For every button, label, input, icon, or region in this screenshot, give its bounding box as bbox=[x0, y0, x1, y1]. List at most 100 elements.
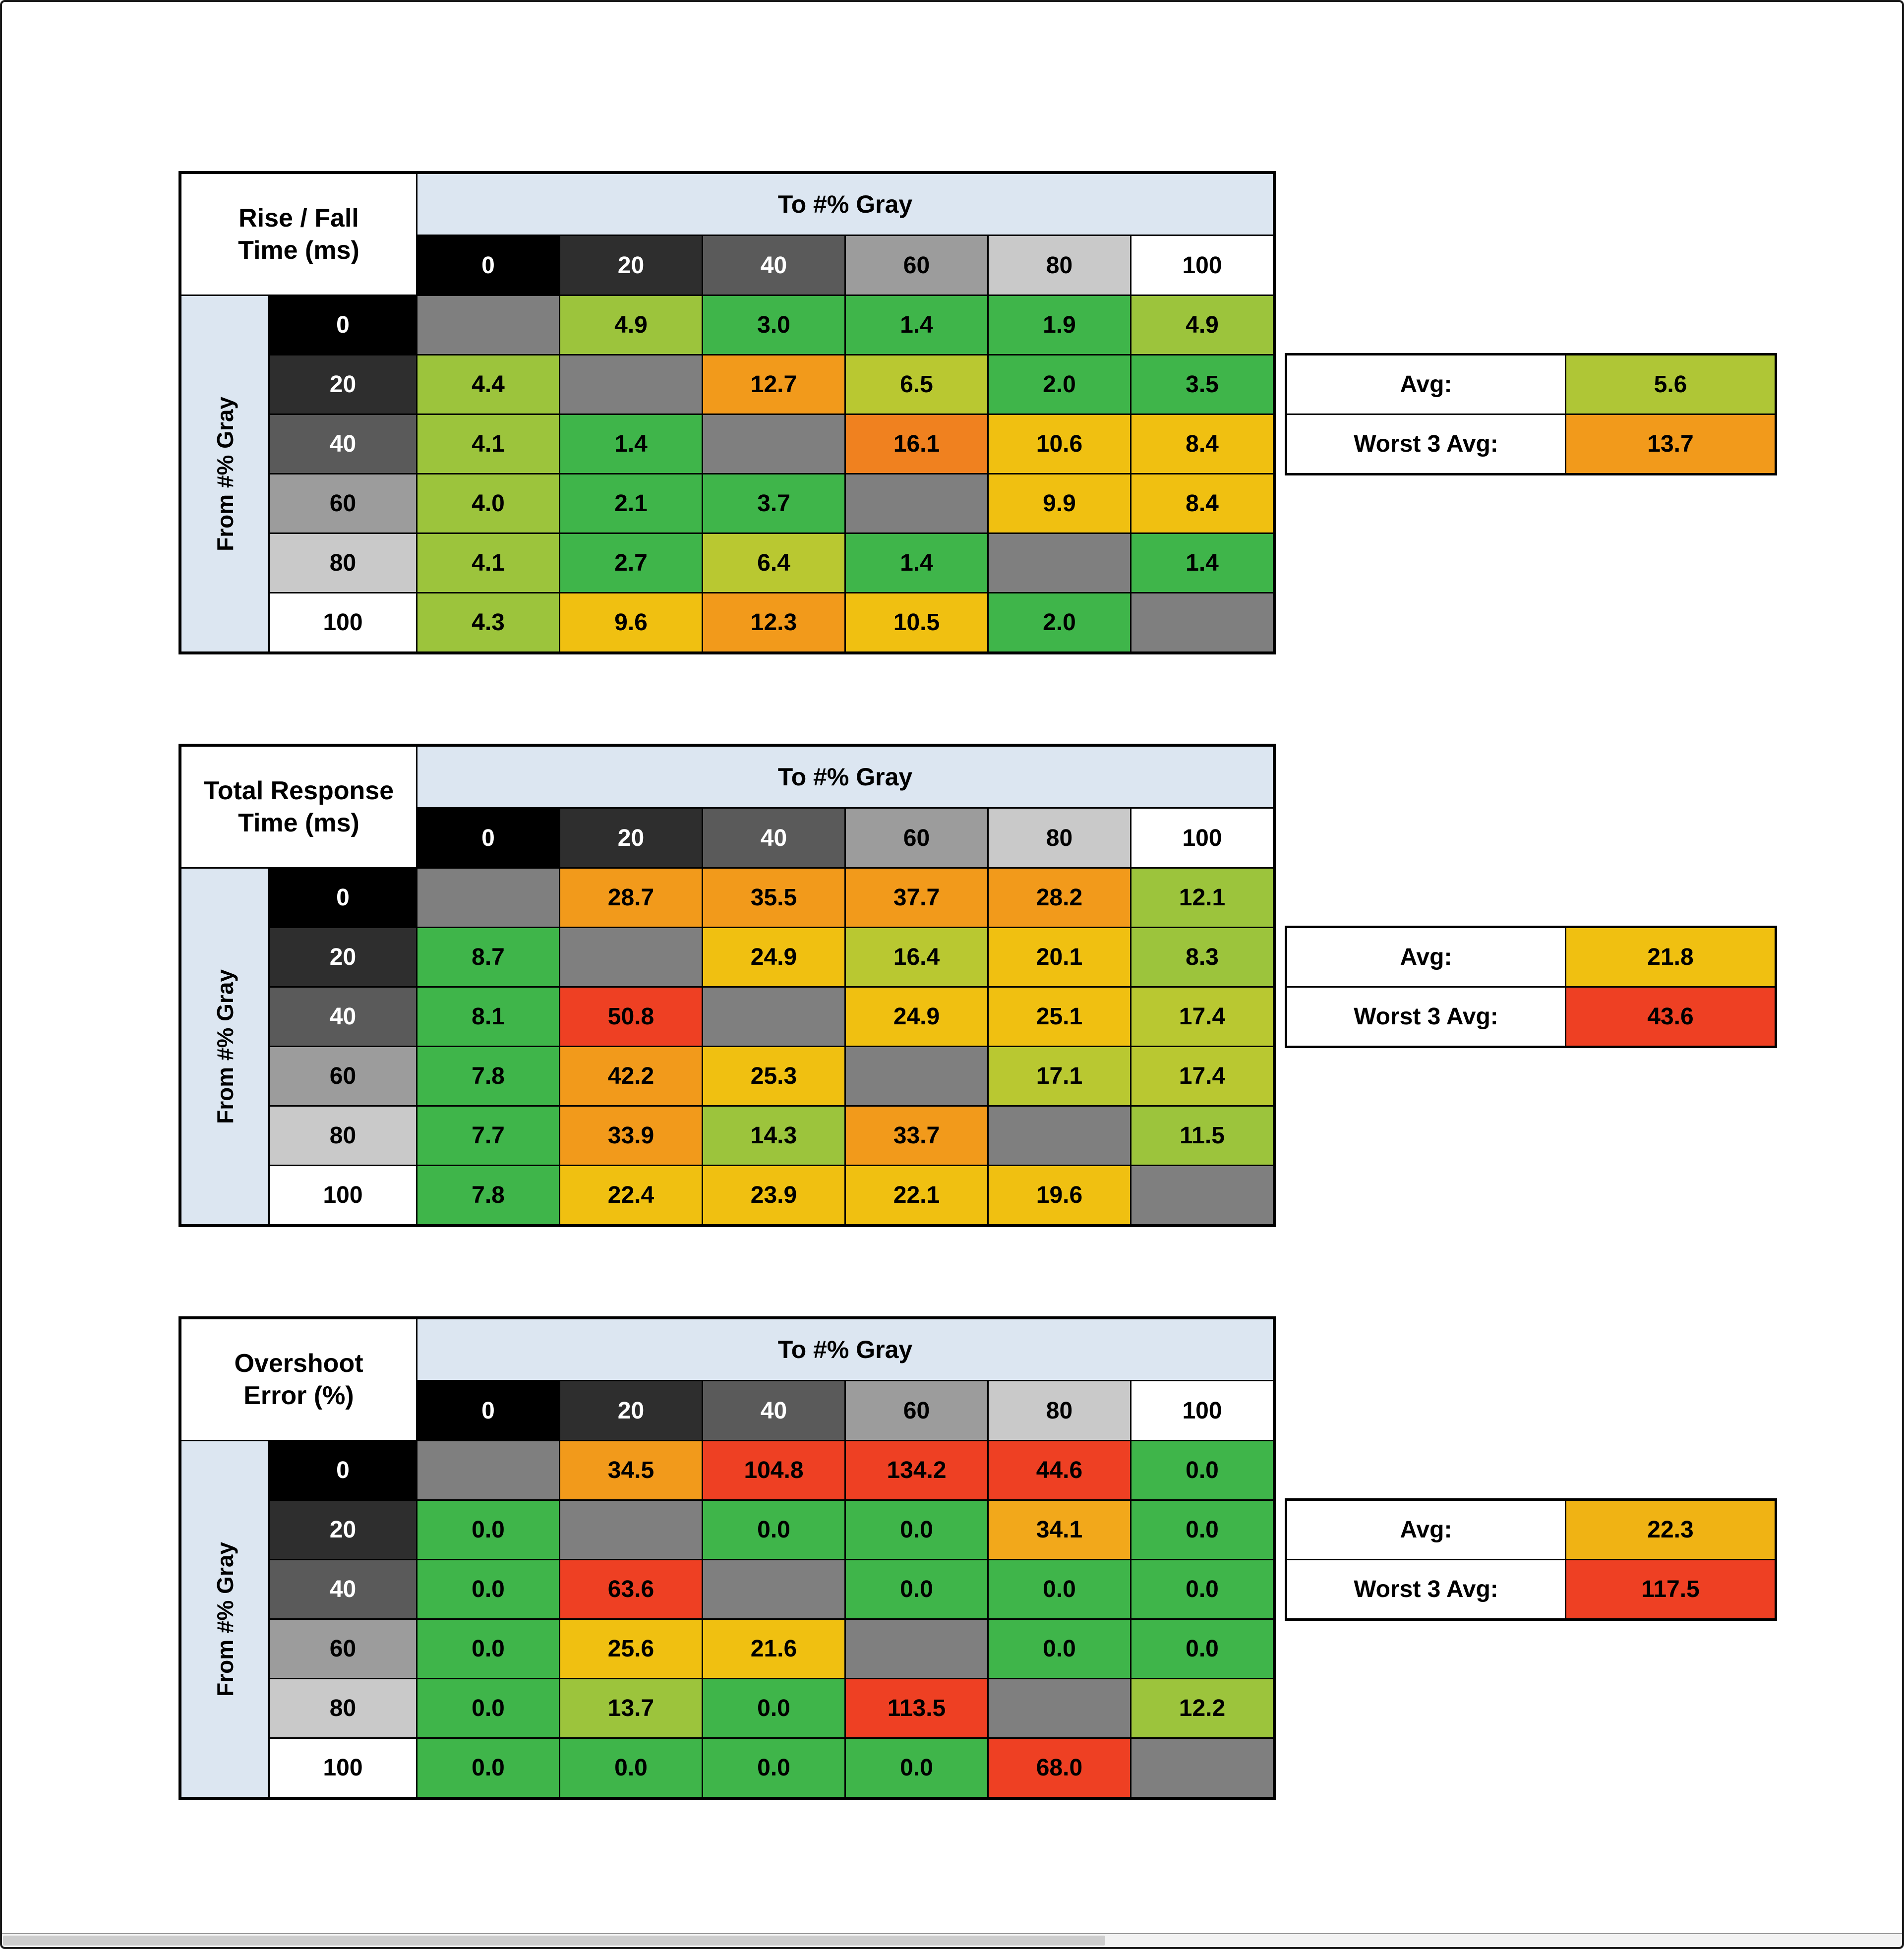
heatmap-cell: 0.0 bbox=[417, 1501, 559, 1559]
heatmap-cell: 0.0 bbox=[1131, 1560, 1273, 1618]
row-header-100: 100 bbox=[270, 593, 416, 651]
heatmap-cell: 19.6 bbox=[989, 1166, 1130, 1224]
heatmap-cell: 0.0 bbox=[1131, 1501, 1273, 1559]
heatmap-grid: Overshoot Error (%) To #% Gray 0 20 40 60 80 100… bbox=[178, 1316, 1276, 1800]
heatmap-cell: 4.1 bbox=[417, 534, 559, 592]
horizontal-scrollbar-thumb[interactable] bbox=[3, 1936, 1105, 1946]
row-header-60: 60 bbox=[270, 1620, 416, 1678]
worst3avg-value: 117.5 bbox=[1566, 1560, 1775, 1618]
row-header-80: 80 bbox=[270, 534, 416, 592]
worst3avg-value: 13.7 bbox=[1566, 415, 1775, 473]
heatmap-cell: 0.0 bbox=[846, 1560, 987, 1618]
from-gray-label: From #% Gray bbox=[212, 396, 238, 551]
heatmap-cell: 33.9 bbox=[560, 1107, 702, 1165]
col-header-0: 0 bbox=[417, 809, 559, 867]
heatmap-cell: 24.9 bbox=[846, 988, 987, 1046]
heatmap-cell: 2.0 bbox=[989, 593, 1130, 651]
heatmap-cell-diagonal bbox=[417, 869, 559, 927]
heatmap-grid: Rise / Fall Time (ms) To #% Gray 0 20 40 60 80 1… bbox=[178, 171, 1276, 654]
row-header-100: 100 bbox=[270, 1166, 416, 1224]
heatmap-cell: 0.0 bbox=[989, 1620, 1130, 1678]
avg-label: Avg: bbox=[1287, 355, 1565, 413]
heatmap-cell-diagonal bbox=[417, 296, 559, 354]
worst3avg-label: Worst 3 Avg: bbox=[1287, 1560, 1565, 1618]
heatmap-cell: 0.0 bbox=[417, 1679, 559, 1737]
col-header-100: 100 bbox=[1131, 236, 1273, 295]
heatmap-cell-diagonal bbox=[560, 1501, 702, 1559]
heatmap-cell: 24.9 bbox=[703, 928, 844, 986]
row-header-20: 20 bbox=[270, 928, 416, 986]
avg-value: 21.8 bbox=[1566, 928, 1775, 986]
heatmap-cell: 12.1 bbox=[1131, 869, 1273, 927]
heatmap-cell: 4.1 bbox=[417, 415, 559, 473]
summary-block: Avg: 22.3 Worst 3 Avg: 117.5 bbox=[1285, 1498, 1777, 1621]
heatmap-cell: 113.5 bbox=[846, 1679, 987, 1737]
heatmap-cell: 4.9 bbox=[1131, 296, 1273, 354]
heatmap-cell: 8.7 bbox=[417, 928, 559, 986]
heatmap-cell: 23.9 bbox=[703, 1166, 844, 1224]
heatmap-cell: 25.6 bbox=[560, 1620, 702, 1678]
table-title: Rise / Fall Time (ms) bbox=[181, 174, 416, 295]
horizontal-scrollbar-track[interactable] bbox=[2, 1933, 1902, 1947]
heatmap-cell: 0.0 bbox=[1131, 1620, 1273, 1678]
to-gray-header: To #% Gray bbox=[417, 1319, 1273, 1380]
row-header-40: 40 bbox=[270, 415, 416, 473]
heatmap-cell: 134.2 bbox=[846, 1441, 987, 1499]
col-header-20: 20 bbox=[560, 809, 702, 867]
heatmap-table-3: Overshoot Error (%) To #% Gray 0 20 40 60 80 100… bbox=[178, 1316, 1815, 1800]
col-header-80: 80 bbox=[989, 809, 1130, 867]
heatmap-cell: 17.1 bbox=[989, 1047, 1130, 1105]
heatmap-cell: 2.7 bbox=[560, 534, 702, 592]
row-header-80: 80 bbox=[270, 1107, 416, 1165]
heatmap-cell: 9.9 bbox=[989, 474, 1130, 532]
heatmap-cell-diagonal bbox=[1131, 1739, 1273, 1797]
heatmap-cell: 2.0 bbox=[989, 355, 1130, 413]
heatmap-cell: 34.5 bbox=[560, 1441, 702, 1499]
heatmap-cell: 8.4 bbox=[1131, 474, 1273, 532]
row-header-0: 0 bbox=[270, 296, 416, 354]
row-header-40: 40 bbox=[270, 1560, 416, 1618]
heatmap-cell: 4.9 bbox=[560, 296, 702, 354]
heatmap-cell: 1.4 bbox=[846, 296, 987, 354]
heatmap-cell: 3.7 bbox=[703, 474, 844, 532]
avg-value: 22.3 bbox=[1566, 1501, 1775, 1559]
heatmap-cell: 11.5 bbox=[1131, 1107, 1273, 1165]
heatmap-cell: 1.4 bbox=[560, 415, 702, 473]
heatmap-cell: 6.4 bbox=[703, 534, 844, 592]
table-title-line: Time (ms) bbox=[238, 808, 359, 837]
heatmap-cell: 16.1 bbox=[846, 415, 987, 473]
col-header-0: 0 bbox=[417, 1381, 559, 1440]
worst3avg-label: Worst 3 Avg: bbox=[1287, 988, 1565, 1046]
heatmap-cell: 68.0 bbox=[989, 1739, 1130, 1797]
heatmap-cell: 28.7 bbox=[560, 869, 702, 927]
heatmap-cell: 0.0 bbox=[703, 1739, 844, 1797]
heatmap-grid: Total Response Time (ms) To #% Gray 0 20 40 60… bbox=[178, 744, 1276, 1227]
heatmap-cell: 12.3 bbox=[703, 593, 844, 651]
row-header-0: 0 bbox=[270, 1441, 416, 1499]
heatmap-cell: 1.9 bbox=[989, 296, 1130, 354]
heatmap-cell: 28.2 bbox=[989, 869, 1130, 927]
heatmap-cell: 12.2 bbox=[1131, 1679, 1273, 1737]
heatmap-cell: 0.0 bbox=[560, 1739, 702, 1797]
heatmap-cell-diagonal bbox=[846, 1047, 987, 1105]
heatmap-cell: 63.6 bbox=[560, 1560, 702, 1618]
worst3avg-label: Worst 3 Avg: bbox=[1287, 415, 1565, 473]
table-title: Total Response Time (ms) bbox=[181, 747, 416, 867]
heatmap-cell-diagonal bbox=[846, 1620, 987, 1678]
heatmap-cell: 16.4 bbox=[846, 928, 987, 986]
heatmap-cell: 0.0 bbox=[417, 1560, 559, 1618]
from-gray-header: From #% Gray bbox=[181, 869, 268, 1224]
heatmap-cell: 22.4 bbox=[560, 1166, 702, 1224]
heatmap-cell: 8.3 bbox=[1131, 928, 1273, 986]
col-header-60: 60 bbox=[846, 236, 987, 295]
heatmap-cell: 25.1 bbox=[989, 988, 1130, 1046]
heatmap-cell: 0.0 bbox=[1131, 1441, 1273, 1499]
col-header-20: 20 bbox=[560, 236, 702, 295]
heatmap-cell: 17.4 bbox=[1131, 988, 1273, 1046]
heatmap-cell: 0.0 bbox=[703, 1501, 844, 1559]
row-header-20: 20 bbox=[270, 1501, 416, 1559]
heatmap-cell: 37.7 bbox=[846, 869, 987, 927]
col-header-60: 60 bbox=[846, 809, 987, 867]
heatmap-cell: 33.7 bbox=[846, 1107, 987, 1165]
heatmap-cell: 1.4 bbox=[1131, 534, 1273, 592]
